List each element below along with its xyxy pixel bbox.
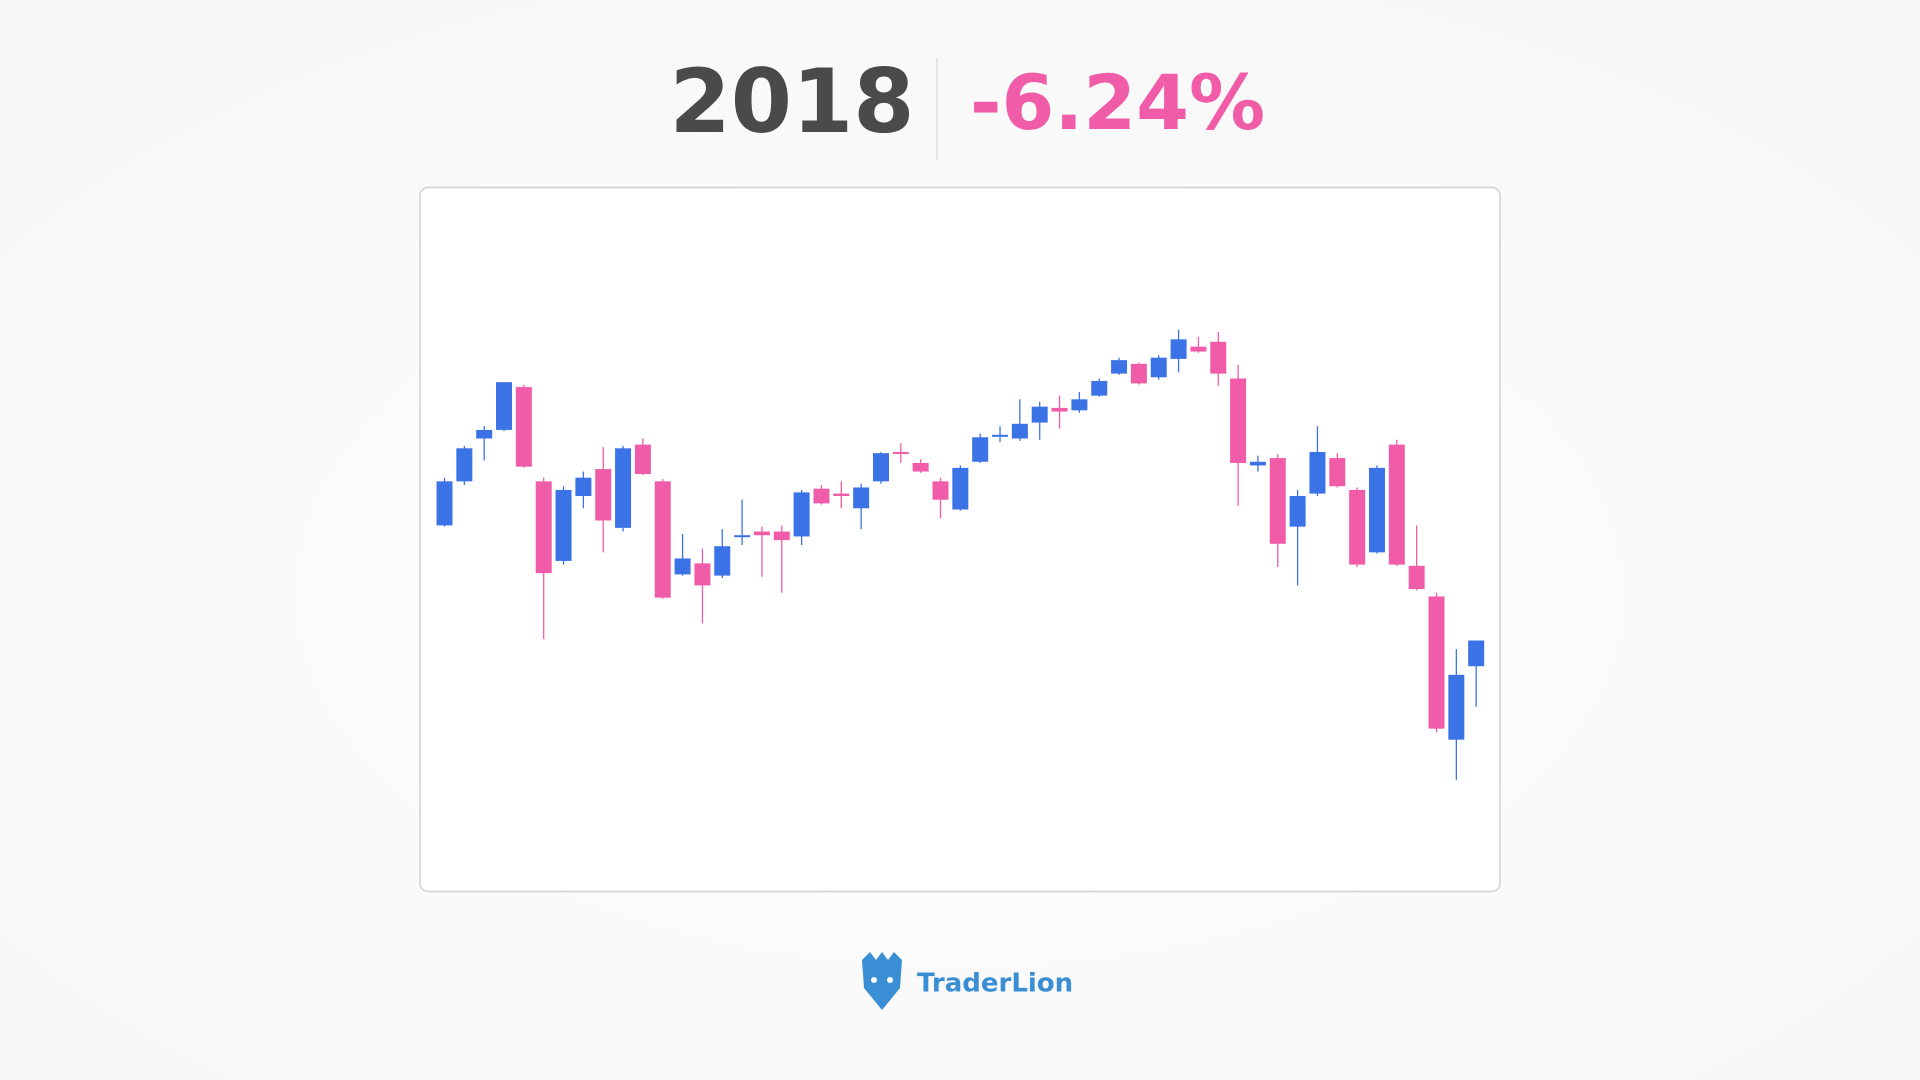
candle-body [813, 488, 830, 504]
candle-body [1230, 378, 1247, 463]
plot-frame [419, 186, 1501, 893]
logo-icon [862, 952, 902, 1010]
candle-body [456, 448, 473, 482]
candle-body [753, 531, 770, 536]
candles [436, 329, 1485, 781]
candle-body [595, 469, 612, 521]
candle-body [694, 563, 711, 586]
candle-body [555, 489, 572, 561]
candle-body [992, 434, 1009, 437]
candle-body [1249, 461, 1266, 466]
candle-body [436, 481, 453, 526]
candle-body [1150, 357, 1167, 378]
candle-body [1011, 423, 1028, 439]
candle-body [1170, 339, 1187, 359]
candle-body [575, 477, 592, 497]
candle-body [952, 467, 969, 510]
candle-body [734, 535, 751, 538]
candle-body [714, 546, 731, 576]
chart-subtitle: -6.24% [970, 58, 1265, 147]
candle-body [674, 558, 691, 575]
candle-body [1468, 640, 1485, 667]
candle-body [912, 462, 929, 472]
candle-body [1210, 341, 1227, 374]
candle-body [1031, 406, 1048, 423]
candle-body [1190, 346, 1207, 352]
candle-body [1349, 489, 1366, 565]
candle-body [496, 382, 513, 430]
candle-body [932, 481, 949, 500]
candle-body [1329, 458, 1346, 487]
candle-body [1309, 451, 1326, 494]
candle-body [1408, 565, 1425, 590]
candle-body [1130, 363, 1147, 384]
candle-body [515, 387, 532, 467]
candle-body [654, 481, 671, 598]
candle-body [1388, 444, 1405, 565]
candle-body [476, 429, 493, 439]
candle-body [833, 493, 850, 497]
candle-body [1368, 467, 1385, 553]
candle-body [1269, 458, 1286, 544]
candle-body [972, 437, 989, 462]
candle-body [853, 487, 870, 509]
candle-body [1428, 596, 1445, 729]
candle-body [793, 492, 810, 537]
candle-body [1111, 360, 1128, 374]
brand-name: TraderLion [917, 969, 1073, 999]
candle-body [615, 448, 632, 528]
candle-body [1448, 674, 1465, 740]
candle-body [892, 451, 909, 454]
candle-body [773, 531, 790, 541]
candle-body [535, 481, 552, 574]
candle-body [1051, 407, 1068, 412]
candle-body [872, 453, 889, 482]
candle-body [1289, 496, 1306, 527]
candle-body [634, 444, 651, 474]
candle-body [1091, 380, 1108, 396]
candle-body [1071, 399, 1088, 411]
chart-title: 2018 [670, 50, 915, 153]
